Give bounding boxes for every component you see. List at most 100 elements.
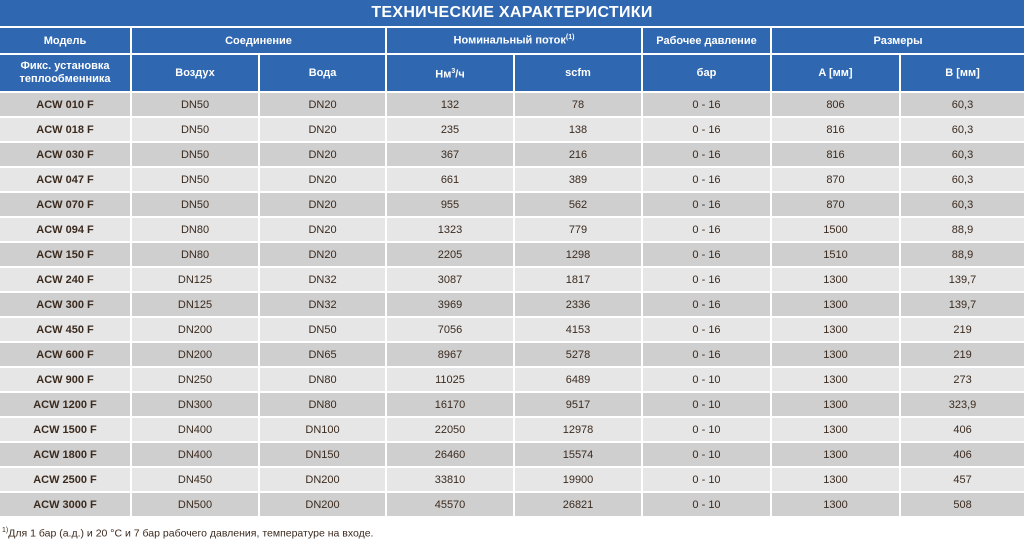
cell-model: ACW 240 F: [0, 268, 130, 291]
cell-dim-b: 60,3: [901, 193, 1024, 216]
cell-model: ACW 150 F: [0, 243, 130, 266]
cell-air: DN200: [132, 318, 258, 341]
cell-flow-nm3: 8967: [387, 343, 513, 366]
cell-water: DN20: [260, 243, 385, 266]
cell-water: DN80: [260, 368, 385, 391]
cell-flow-nm3: 1323: [387, 218, 513, 241]
cell-dim-b: 139,7: [901, 268, 1024, 291]
cell-water: DN32: [260, 268, 385, 291]
cell-air: DN450: [132, 468, 258, 491]
cell-flow-scfm: 5278: [515, 343, 641, 366]
cell-dim-b: 406: [901, 418, 1024, 441]
cell-water: DN80: [260, 393, 385, 416]
cell-dim-a: 816: [772, 143, 899, 166]
cell-flow-nm3: 132: [387, 93, 513, 116]
cell-dim-b: 139,7: [901, 293, 1024, 316]
subheader-b: B [мм]: [901, 55, 1024, 91]
cell-pressure: 0 - 10: [643, 368, 770, 391]
header-connection: Соединение: [132, 28, 385, 53]
nm3-suffix: /ч: [455, 68, 465, 81]
header-dimensions: Размеры: [772, 28, 1024, 53]
cell-model: ACW 070 F: [0, 193, 130, 216]
table-title: ТЕХНИЧЕСКИЕ ХАРАКТЕРИСТИКИ: [0, 0, 1024, 26]
cell-dim-b: 406: [901, 443, 1024, 466]
cell-water: DN20: [260, 218, 385, 241]
cell-flow-scfm: 9517: [515, 393, 641, 416]
cell-air: DN80: [132, 243, 258, 266]
cell-dim-a: 1300: [772, 393, 899, 416]
cell-air: DN50: [132, 93, 258, 116]
table-row: ACW 450 F DN200 DN50 7056 4153 0 - 16 1300 219: [0, 318, 1024, 341]
cell-dim-b: 60,3: [901, 168, 1024, 191]
cell-flow-scfm: 15574: [515, 443, 641, 466]
cell-flow-nm3: 16170: [387, 393, 513, 416]
table-row: ACW 047 F DN50 DN20 661 389 0 - 16 870 60,3: [0, 168, 1024, 191]
subheader-bar: бар: [643, 55, 770, 91]
cell-air: DN50: [132, 143, 258, 166]
cell-model: ACW 010 F: [0, 93, 130, 116]
cell-air: DN50: [132, 118, 258, 141]
specs-table: Модель Соединение Номинальный поток(1) Р…: [0, 26, 1024, 518]
cell-model: ACW 300 F: [0, 293, 130, 316]
cell-flow-scfm: 12978: [515, 418, 641, 441]
cell-pressure: 0 - 10: [643, 493, 770, 516]
cell-model: ACW 600 F: [0, 343, 130, 366]
cell-flow-scfm: 4153: [515, 318, 641, 341]
nm3-sup: 3: [451, 67, 456, 75]
table-row: ACW 1500 F DN400 DN100 22050 12978 0 - 10 1300…: [0, 418, 1024, 441]
cell-dim-a: 1300: [772, 368, 899, 391]
cell-pressure: 0 - 10: [643, 443, 770, 466]
cell-flow-nm3: 3087: [387, 268, 513, 291]
cell-water: DN32: [260, 293, 385, 316]
cell-flow-scfm: 2336: [515, 293, 641, 316]
table-row: ACW 1200 F DN300 DN80 16170 9517 0 - 10 1300 32…: [0, 393, 1024, 416]
cell-flow-nm3: 45570: [387, 493, 513, 516]
cell-air: DN250: [132, 368, 258, 391]
cell-dim-a: 1300: [772, 293, 899, 316]
cell-model: ACW 094 F: [0, 218, 130, 241]
cell-model: ACW 2500 F: [0, 468, 130, 491]
cell-pressure: 0 - 10: [643, 393, 770, 416]
cell-pressure: 0 - 16: [643, 343, 770, 366]
cell-model: ACW 047 F: [0, 168, 130, 191]
cell-dim-b: 60,3: [901, 93, 1024, 116]
nm3-label: Нм: [435, 68, 452, 81]
cell-water: DN20: [260, 193, 385, 216]
cell-flow-scfm: 562: [515, 193, 641, 216]
table-row: ACW 018 F DN50 DN20 235 138 0 - 16 816 60,3: [0, 118, 1024, 141]
cell-pressure: 0 - 16: [643, 168, 770, 191]
table-row: ACW 030 F DN50 DN20 367 216 0 - 16 816 60,3: [0, 143, 1024, 166]
subheader-water: Вода: [260, 55, 385, 91]
cell-dim-b: 508: [901, 493, 1024, 516]
subheader-model: Фикс. установка теплообменника: [0, 55, 130, 91]
cell-water: DN100: [260, 418, 385, 441]
cell-water: DN200: [260, 493, 385, 516]
header-flow: Номинальный поток(1): [387, 28, 641, 53]
footnote-mark: 1): [2, 527, 9, 534]
table-row: ACW 240 F DN125 DN32 3087 1817 0 - 16 1300 139,…: [0, 268, 1024, 291]
cell-dim-b: 88,9: [901, 243, 1024, 266]
cell-dim-a: 870: [772, 193, 899, 216]
cell-air: DN80: [132, 218, 258, 241]
cell-dim-a: 1500: [772, 218, 899, 241]
table-row: ACW 300 F DN125 DN32 3969 2336 0 - 16 1300 139,…: [0, 293, 1024, 316]
cell-dim-a: 1300: [772, 418, 899, 441]
cell-dim-b: 60,3: [901, 143, 1024, 166]
cell-dim-b: 219: [901, 343, 1024, 366]
cell-dim-a: 816: [772, 118, 899, 141]
cell-water: DN200: [260, 468, 385, 491]
cell-air: DN125: [132, 268, 258, 291]
cell-flow-nm3: 11025: [387, 368, 513, 391]
cell-flow-scfm: 216: [515, 143, 641, 166]
subheader-nm3: Нм3/ч: [387, 55, 513, 91]
subheader-air: Воздух: [132, 55, 258, 91]
table-row: ACW 3000 F DN500 DN200 45570 26821 0 - 10 1300…: [0, 493, 1024, 516]
cell-pressure: 0 - 16: [643, 143, 770, 166]
cell-flow-scfm: 19900: [515, 468, 641, 491]
cell-model: ACW 1200 F: [0, 393, 130, 416]
cell-water: DN20: [260, 143, 385, 166]
cell-dim-a: 1300: [772, 493, 899, 516]
cell-model: ACW 450 F: [0, 318, 130, 341]
cell-pressure: 0 - 16: [643, 268, 770, 291]
subheader-scfm: scfm: [515, 55, 641, 91]
